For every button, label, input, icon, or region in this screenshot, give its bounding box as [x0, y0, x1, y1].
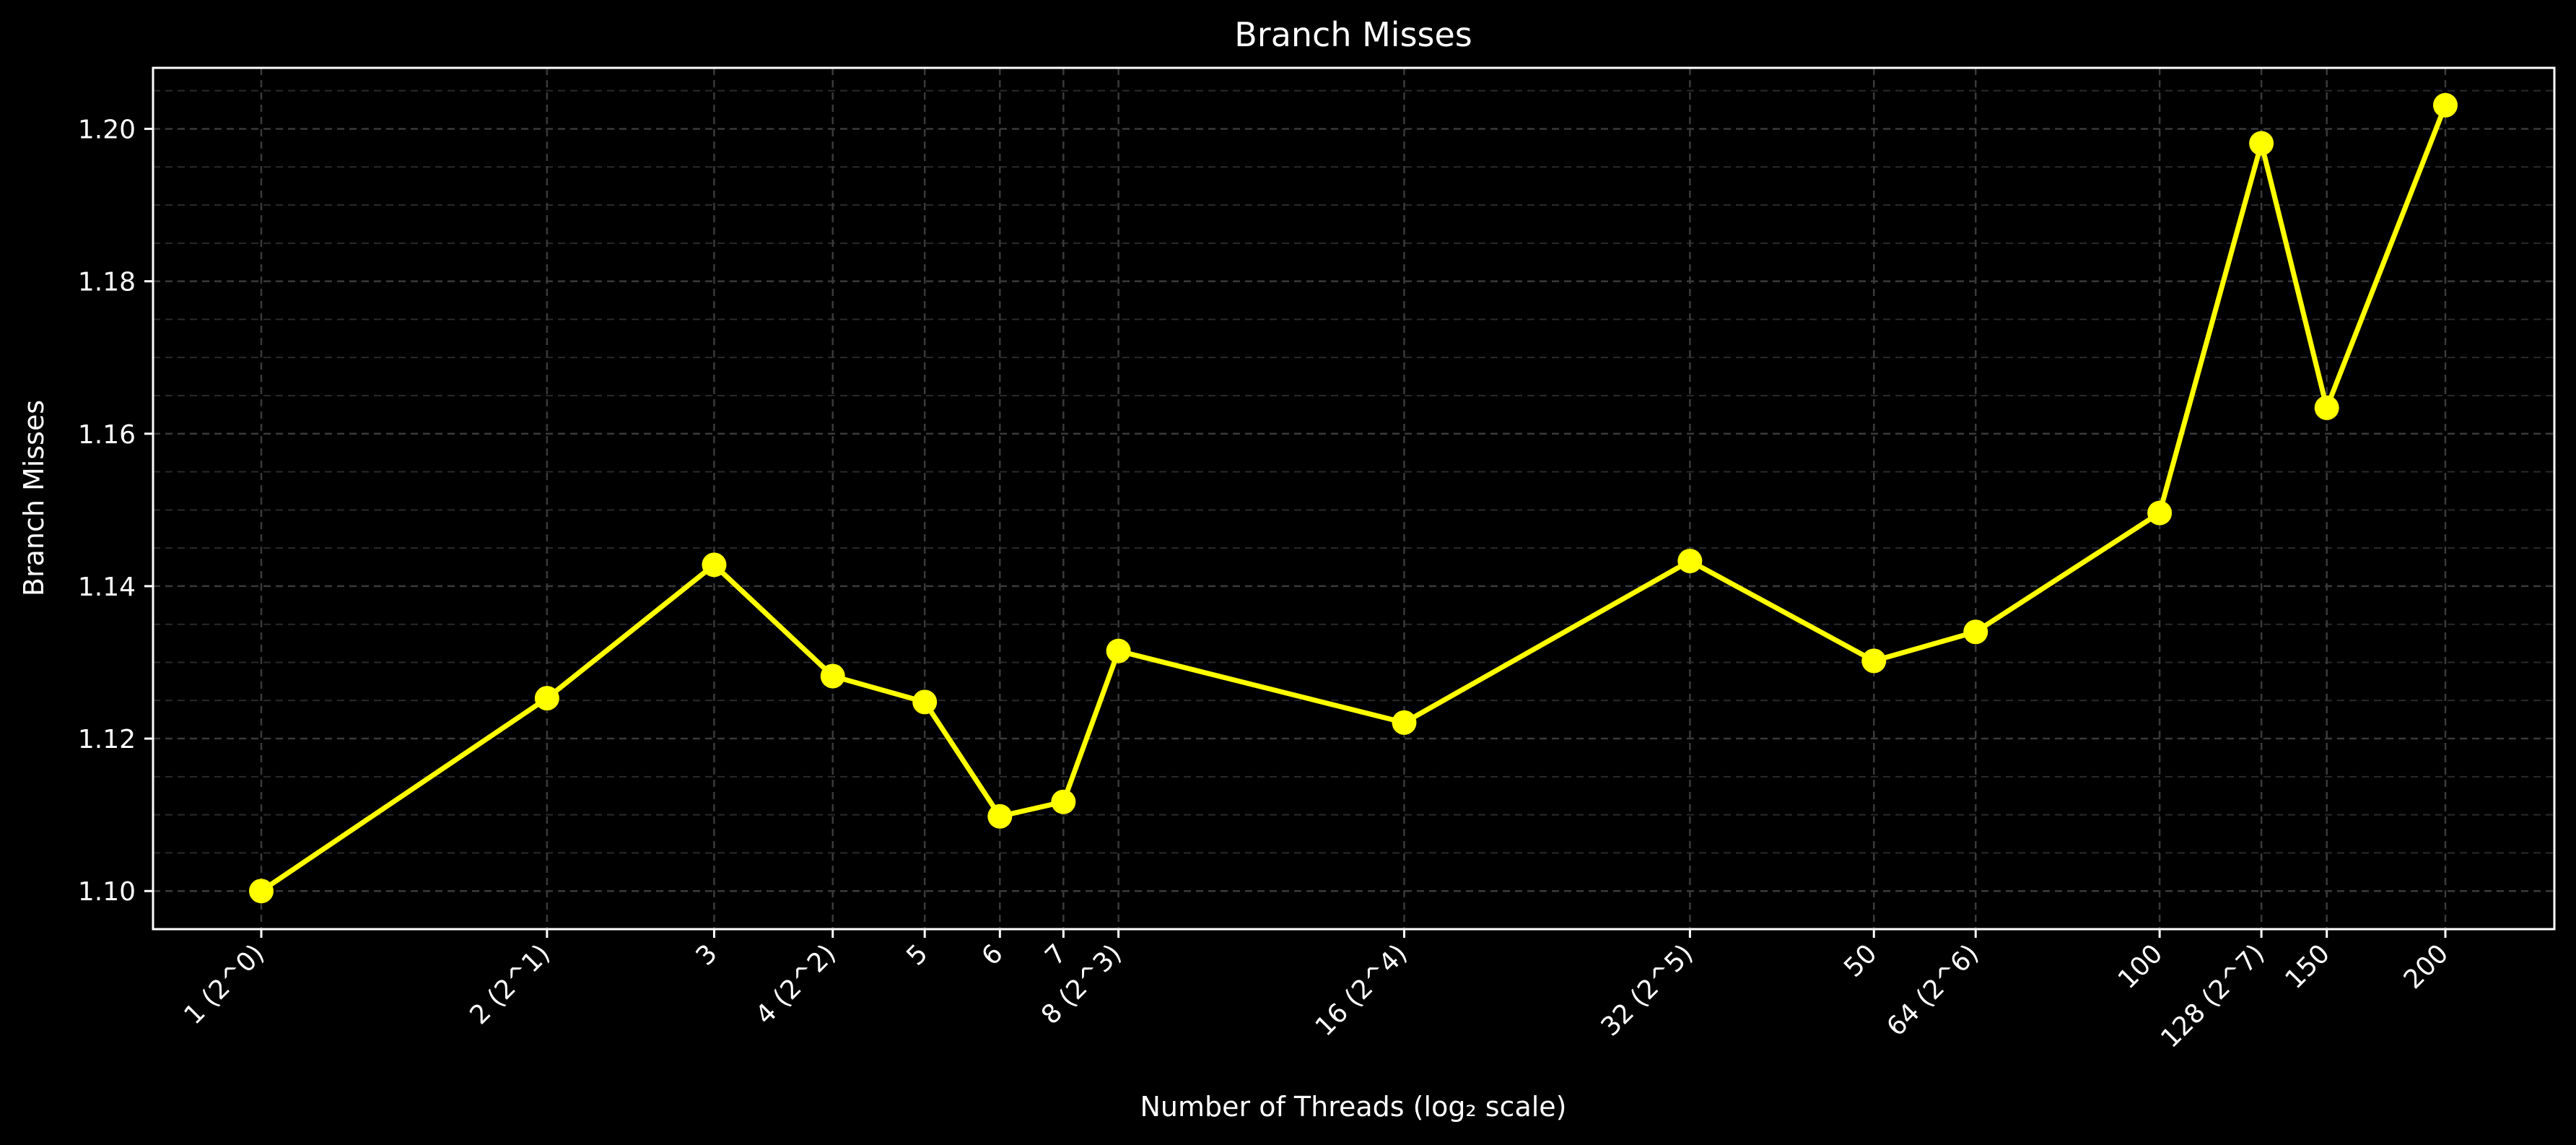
y-tick-label: 1.10: [78, 877, 136, 907]
data-point: [820, 663, 845, 689]
data-point: [1677, 549, 1703, 574]
y-axis-ticks: 1.10 1.12 1.14 1.16 1.18 1.20: [78, 115, 153, 907]
data-point: [987, 804, 1013, 829]
data-point: [2314, 395, 2339, 420]
chart-title: Branch Misses: [1234, 15, 1472, 54]
data-point: [1106, 638, 1131, 663]
y-tick-label: 1.16: [78, 420, 136, 450]
y-tick-label: 1.14: [78, 572, 136, 602]
data-points: [249, 92, 2458, 904]
data-point: [249, 879, 274, 904]
data-point: [2433, 92, 2458, 118]
y-tick-label: 1.18: [78, 268, 136, 297]
data-point: [702, 552, 727, 578]
data-point: [1051, 789, 1076, 814]
data-point: [534, 686, 559, 711]
data-point: [2147, 500, 2173, 526]
y-tick-label: 1.12: [78, 725, 136, 754]
grid-lines: [153, 68, 2554, 930]
x-axis-label: Number of Threads (log₂ scale): [1140, 1091, 1567, 1123]
y-tick-label: 1.20: [78, 115, 136, 144]
data-point: [2249, 131, 2274, 156]
data-point: [1963, 619, 1988, 645]
y-axis-label: Branch Misses: [18, 400, 50, 596]
data-point: [912, 689, 938, 715]
plot-frame: [152, 66, 2556, 931]
data-point: [1392, 710, 1417, 735]
data-point: [1861, 648, 1887, 674]
series-line: [260, 104, 2448, 894]
series-line-group: [260, 104, 2448, 894]
